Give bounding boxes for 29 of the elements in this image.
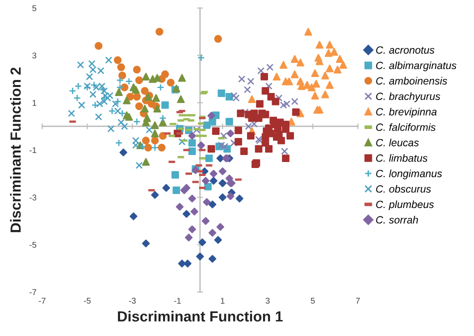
y-axis-title: Discriminant Function 2 (10, 68, 21, 232)
legend-label: C. brachyurus (376, 92, 440, 102)
y-tick-label: -3 (30, 194, 36, 200)
legend-label: C. obscurus (376, 185, 431, 193)
legend-label: C. sorrah (376, 216, 418, 224)
legend-label: C. amboinensis (376, 76, 448, 85)
x-tick-label: -5 (84, 298, 91, 304)
x-tick-label: 1 (220, 298, 224, 304)
y-tick-label: 3 (32, 52, 36, 58)
y-tick-label: -7 (30, 289, 36, 296)
y-tick-label: 1 (32, 100, 36, 106)
legend-label: C. albimarginatus (376, 61, 456, 72)
x-tick-label: 7 (356, 298, 360, 304)
legend-label: C. limbatus (376, 154, 428, 162)
legend-label: C. leucas (376, 138, 419, 146)
x-tick-label: -7 (38, 298, 46, 304)
x-tick-label: -3 (129, 298, 136, 304)
x-tick-label: 3 (266, 298, 270, 304)
x-tick-label: 5 (310, 298, 315, 304)
y-tick-label: -5 (30, 242, 36, 248)
y-tick-label: 5 (32, 5, 36, 12)
legend-label: C. acronotus (376, 46, 434, 54)
legend-label: C. longimanus (376, 170, 442, 180)
x-tick-label: -1 (174, 298, 181, 304)
x-axis-title: Discriminant Function 1 (118, 310, 283, 322)
legend-label: C. plumbeus (376, 200, 434, 210)
legend-label: C. brevipinna (376, 108, 437, 118)
legend-label: C. falciformis (376, 123, 436, 131)
y-tick-label: -1 (30, 147, 36, 154)
